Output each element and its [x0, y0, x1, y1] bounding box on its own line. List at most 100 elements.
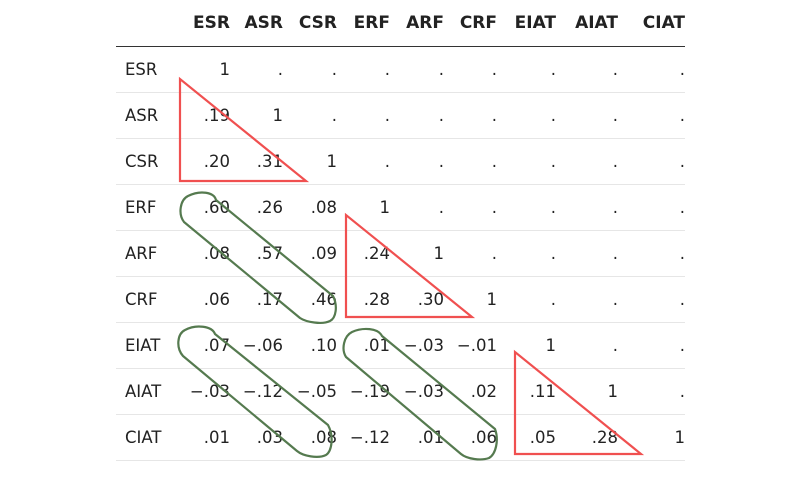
table-row: CSR .20.31 1......	[116, 138, 685, 185]
correlation-cell: .	[618, 184, 685, 231]
correlation-cell: .30	[390, 276, 444, 323]
correlation-cell: .06	[176, 276, 230, 323]
correlation-cell: .	[497, 276, 556, 323]
correlation-cell: .	[618, 276, 685, 323]
correlation-cell: −.01	[444, 322, 497, 369]
correlation-cell: .60	[176, 184, 230, 231]
correlation-cell: −.12	[337, 414, 390, 461]
correlation-cell: .01	[390, 414, 444, 461]
row-header: AIAT	[116, 368, 176, 415]
correlation-cell: .07	[176, 322, 230, 369]
correlation-cell: .	[497, 46, 556, 93]
correlation-cell: .05	[497, 414, 556, 461]
correlation-cell: 1	[337, 184, 390, 231]
column-header: ARF	[390, 0, 444, 47]
correlation-cell: 1	[556, 368, 618, 415]
correlation-cell: .	[283, 92, 337, 139]
correlation-cell: .28	[337, 276, 390, 323]
column-header: ASR	[230, 0, 283, 47]
correlation-cell: −.06	[230, 322, 283, 369]
correlation-cell: 1	[176, 46, 230, 93]
correlation-cell: .	[618, 92, 685, 139]
correlation-cell: −.03	[390, 322, 444, 369]
row-header: CRF	[116, 276, 176, 323]
correlation-cell: .	[618, 230, 685, 277]
table-row: ESR 1........	[116, 46, 685, 93]
column-header: ERF	[337, 0, 390, 47]
correlation-cell: .	[337, 138, 390, 185]
correlation-cell: .08	[176, 230, 230, 277]
header-row: ESR ASR CSR ERF ARF CRF EIAT AIAT CIAT	[116, 0, 685, 47]
correlation-cell: .46	[283, 276, 337, 323]
table-row: AIAT −.03 −.12 −.05 −.19 −.03.02.11 1.	[116, 368, 685, 415]
correlation-cell: .	[556, 230, 618, 277]
table-row: ARF .08.57.09.24 1....	[116, 230, 685, 277]
column-header: EIAT	[497, 0, 556, 47]
correlation-cell: .	[337, 46, 390, 93]
correlation-cell: −.12	[230, 368, 283, 415]
correlation-cell: .	[444, 184, 497, 231]
correlation-cell: .28	[556, 414, 618, 461]
table-row: EIAT .07 −.06.10.01 −.03 −.01 1..	[116, 322, 685, 369]
correlation-table: ESR ASR CSR ERF ARF CRF EIAT AIAT CIAT E…	[116, 0, 685, 461]
row-header: ERF	[116, 184, 176, 231]
column-header: CSR	[283, 0, 337, 47]
correlation-cell: 1	[230, 92, 283, 139]
correlation-cell: 1	[444, 276, 497, 323]
table-row: ERF .60.26.08 1.....	[116, 184, 685, 231]
row-header: ASR	[116, 92, 176, 139]
table-row: CIAT .01.03.08 −.12.01.06.05.28 1	[116, 414, 685, 461]
row-header: CIAT	[116, 414, 176, 461]
correlation-cell: .	[556, 46, 618, 93]
correlation-cell: .	[556, 184, 618, 231]
correlation-cell: .	[556, 276, 618, 323]
correlation-cell: .	[618, 368, 685, 415]
correlation-cell: .06	[444, 414, 497, 461]
corner-cell	[116, 0, 176, 47]
correlation-cell: .	[390, 92, 444, 139]
correlation-cell: .09	[283, 230, 337, 277]
correlation-cell: .31	[230, 138, 283, 185]
correlation-cell: .26	[230, 184, 283, 231]
correlation-cell: .	[444, 46, 497, 93]
correlation-cell: .	[497, 184, 556, 231]
correlation-cell: .	[556, 92, 618, 139]
row-header: CSR	[116, 138, 176, 185]
column-header: CRF	[444, 0, 497, 47]
correlation-cell: .	[497, 92, 556, 139]
correlation-cell: .08	[283, 414, 337, 461]
correlation-cell: .	[337, 92, 390, 139]
correlation-cell: .	[390, 138, 444, 185]
column-header: CIAT	[618, 0, 685, 47]
correlation-cell: −.03	[176, 368, 230, 415]
correlation-cell: .	[390, 184, 444, 231]
row-header: ARF	[116, 230, 176, 277]
correlation-cell: .	[444, 230, 497, 277]
correlation-cell: .	[497, 138, 556, 185]
correlation-cell: .10	[283, 322, 337, 369]
correlation-cell: .	[618, 322, 685, 369]
correlation-cell: .	[444, 138, 497, 185]
correlation-cell: .20	[176, 138, 230, 185]
correlation-cell: .	[283, 46, 337, 93]
column-header: AIAT	[556, 0, 618, 47]
correlation-cell: .	[497, 230, 556, 277]
correlation-cell: .	[556, 138, 618, 185]
correlation-cell: −.19	[337, 368, 390, 415]
correlation-cell: .57	[230, 230, 283, 277]
correlation-cell: .	[618, 46, 685, 93]
correlation-cell: .08	[283, 184, 337, 231]
correlation-cell: −.05	[283, 368, 337, 415]
correlation-cell: .	[618, 138, 685, 185]
row-header: EIAT	[116, 322, 176, 369]
correlation-cell: .	[556, 322, 618, 369]
table-row: ASR .19 1.......	[116, 92, 685, 139]
correlation-cell: 1	[283, 138, 337, 185]
correlation-cell: .11	[497, 368, 556, 415]
correlation-cell: .	[390, 46, 444, 93]
correlation-cell: .24	[337, 230, 390, 277]
correlation-cell: −.03	[390, 368, 444, 415]
correlation-cell: 1	[497, 322, 556, 369]
correlation-cell: .03	[230, 414, 283, 461]
